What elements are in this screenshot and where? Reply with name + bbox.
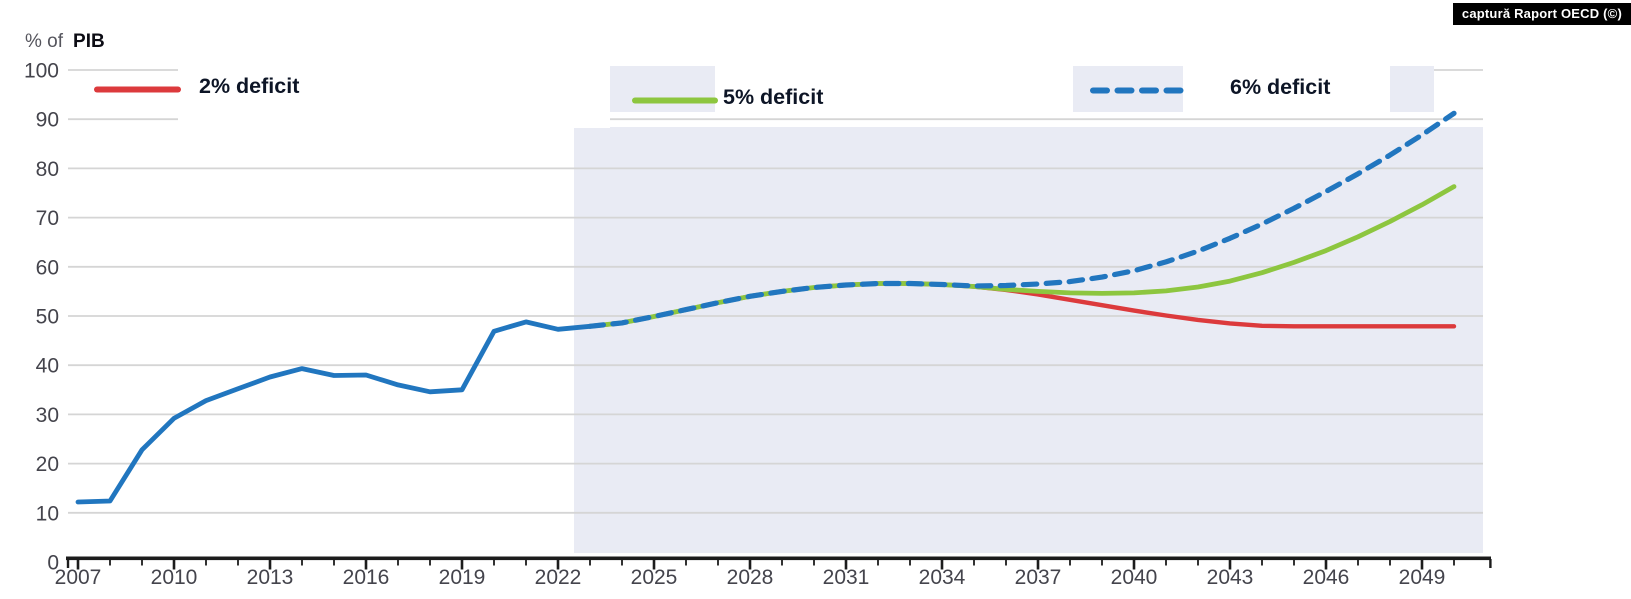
x-minor-tick: [1005, 559, 1007, 566]
x-major-tick: [1324, 559, 1328, 570]
x-minor-tick: [1165, 559, 1167, 566]
x-tick-label-2037: 2037: [1015, 566, 1062, 589]
x-minor-tick: [301, 559, 303, 566]
x-edge-tick: [66, 559, 70, 568]
x-major-tick: [556, 559, 560, 570]
x-major-tick: [1132, 559, 1136, 570]
series-line-6-deficit: [587, 110, 1457, 329]
x-major-tick: [364, 559, 368, 570]
x-minor-tick: [141, 559, 143, 566]
x-tick-label-2010: 2010: [151, 566, 198, 589]
y-axis-unit-prefix: % of: [25, 31, 64, 52]
y-tick-label-70: 70: [36, 207, 59, 230]
x-minor-tick: [621, 559, 623, 566]
x-tick-label-2034: 2034: [919, 566, 966, 589]
x-minor-tick: [429, 559, 431, 566]
x-tick-label-2013: 2013: [247, 566, 294, 589]
y-axis-unit-label: % of PIB: [25, 31, 105, 53]
x-minor-tick: [1101, 559, 1103, 566]
y-tick-label-60: 60: [36, 256, 59, 279]
x-tick-label-2025: 2025: [631, 566, 678, 589]
y-tick-label-0: 0: [47, 552, 59, 575]
x-tick-label-2049: 2049: [1399, 566, 1446, 589]
x-major-tick: [172, 559, 176, 570]
legend-box-3: [1183, 63, 1390, 113]
x-tick-label-2031: 2031: [823, 566, 870, 589]
legend-label-5pct-deficit: 5% deficit: [723, 85, 824, 109]
y-tick-label-80: 80: [36, 158, 59, 181]
y-tick-label-40: 40: [36, 355, 59, 378]
x-tick-label-2022: 2022: [535, 566, 582, 589]
x-edge-tick: [1489, 559, 1492, 568]
x-minor-tick: [1293, 559, 1295, 566]
x-tick-label-2043: 2043: [1207, 566, 1254, 589]
x-minor-tick: [1453, 559, 1455, 566]
source-caption: captură Raport OECD (©): [1452, 3, 1631, 25]
x-minor-tick: [973, 559, 975, 566]
x-minor-tick: [1389, 559, 1391, 566]
x-major-tick: [652, 559, 656, 570]
x-minor-tick: [589, 559, 591, 566]
x-major-tick: [1420, 559, 1424, 570]
x-major-tick: [460, 559, 464, 570]
x-major-tick: [268, 559, 272, 570]
x-minor-tick: [397, 559, 399, 566]
x-axis-line: [66, 556, 1491, 561]
x-major-tick: [1036, 559, 1040, 570]
x-tick-label-2046: 2046: [1303, 566, 1350, 589]
x-minor-tick: [493, 559, 495, 566]
x-minor-tick: [717, 559, 719, 566]
x-tick-label-2019: 2019: [439, 566, 486, 589]
x-minor-tick: [109, 559, 111, 566]
x-major-tick: [940, 559, 944, 570]
legend-label-2pct-deficit: 2% deficit: [199, 74, 300, 98]
x-minor-tick: [685, 559, 687, 566]
y-tick-label-90: 90: [36, 109, 59, 132]
series-line-historical: [75, 319, 593, 505]
x-minor-tick: [525, 559, 527, 566]
legend-box-2: [715, 63, 1073, 113]
x-tick-label-2040: 2040: [1111, 566, 1158, 589]
y-axis-unit-name: PIB: [73, 31, 105, 52]
y-tick-label-50: 50: [36, 306, 59, 329]
x-minor-tick: [877, 559, 879, 566]
projection-shaded-region: [574, 127, 1483, 553]
y-tick-label-10: 10: [36, 502, 59, 525]
x-major-tick: [76, 559, 80, 570]
x-minor-tick: [1197, 559, 1199, 566]
x-minor-tick: [1261, 559, 1263, 566]
x-major-tick: [844, 559, 848, 570]
x-tick-label-2007: 2007: [55, 566, 102, 589]
x-minor-tick: [237, 559, 239, 566]
x-tick-label-2028: 2028: [727, 566, 774, 589]
x-minor-tick: [1069, 559, 1071, 566]
y-tick-label-20: 20: [36, 453, 59, 476]
x-minor-tick: [333, 559, 335, 566]
x-minor-tick: [205, 559, 207, 566]
y-tick-label-30: 30: [36, 404, 59, 427]
legend-label-6pct-deficit: 6% deficit: [1230, 75, 1331, 99]
x-minor-tick: [781, 559, 783, 566]
x-major-tick: [1228, 559, 1232, 570]
x-minor-tick: [909, 559, 911, 566]
x-major-tick: [748, 559, 752, 570]
legend-box-1: [178, 62, 610, 128]
y-tick-label-100: 100: [24, 60, 59, 83]
x-minor-tick: [813, 559, 815, 566]
x-minor-tick: [1357, 559, 1359, 566]
x-tick-label-2016: 2016: [343, 566, 390, 589]
